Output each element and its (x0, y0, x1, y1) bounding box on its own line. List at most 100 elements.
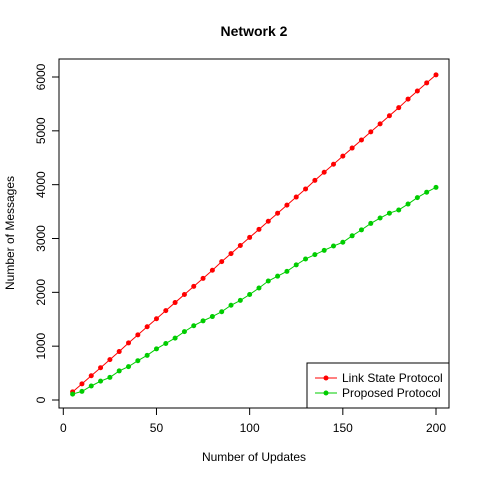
proposed-data-point (135, 358, 141, 364)
link-state-data-point (126, 340, 132, 346)
link-state-data-point (79, 381, 85, 387)
link-state-data-point (88, 373, 94, 379)
legend-box (306, 362, 450, 409)
link-state-data-point (107, 357, 113, 363)
y-tick-label: 0 (34, 396, 48, 403)
link-state-data-point (153, 316, 159, 322)
x-axis-title: Number of Updates (202, 450, 306, 464)
proposed-data-point (209, 314, 215, 320)
proposed-data-point (163, 340, 169, 346)
y-axis: 0 1000 2000 3000 4000 5000 6000 (34, 63, 59, 403)
proposed-data-point (88, 383, 94, 389)
legend-swatch-point-proposed (323, 390, 329, 396)
link-state-data-point (247, 234, 253, 240)
legend-label-link-state: Link State Protocol (342, 371, 443, 385)
link-state-data-point (181, 291, 187, 297)
link-state-data-point (237, 242, 243, 248)
link-state-data-point (377, 121, 383, 127)
proposed-data-point (405, 201, 411, 207)
proposed-data-point (349, 233, 355, 239)
y-tick-label: 5000 (34, 117, 48, 144)
x-tick-label: 0 (60, 421, 67, 435)
proposed-data-point (368, 220, 374, 226)
proposed-data-point (284, 268, 290, 274)
proposed-data-point (247, 291, 253, 297)
legend-label-proposed: Proposed Protocol (342, 386, 441, 400)
y-tick-label: 4000 (34, 171, 48, 198)
proposed-data-point (116, 368, 122, 374)
x-tick-label: 50 (150, 421, 164, 435)
proposed-data-point (433, 184, 439, 190)
x-axis: 0 50 100 150 200 (60, 408, 446, 435)
proposed-data-point (200, 318, 206, 324)
x-tick-label: 100 (240, 421, 260, 435)
proposed-data-point (303, 256, 309, 262)
proposed-data-point (126, 364, 132, 370)
link-state-data-point (219, 259, 225, 265)
link-state-data-point (265, 218, 271, 224)
proposed-data-point (191, 323, 197, 329)
link-state-data-point (312, 177, 318, 183)
plot-border (58, 58, 450, 409)
link-state-data-point (396, 105, 402, 111)
proposed-data-point (312, 252, 318, 258)
link-state-data-point (98, 365, 104, 371)
proposed-data-point (293, 262, 299, 268)
link-state-data-point (209, 267, 215, 273)
proposed-data-point (228, 302, 234, 308)
proposed-data-point (386, 210, 392, 216)
proposed-data-point (331, 243, 337, 249)
link-state-data-point (331, 161, 337, 167)
y-tick-label: 6000 (34, 63, 48, 90)
link-state-data-point (424, 80, 430, 86)
link-state-data-point (340, 153, 346, 159)
proposed-data-point (265, 278, 271, 284)
link-state-data-point (116, 349, 122, 355)
proposed-data-point (153, 346, 159, 352)
proposed-data-point (172, 335, 178, 341)
y-axis-title: Number of Messages (3, 176, 17, 290)
link-state-data-point (144, 324, 150, 330)
link-state-data-point (228, 251, 234, 257)
link-state-data-point (405, 96, 411, 102)
proposed-data-point (144, 352, 150, 358)
link-state-data-point (163, 308, 169, 314)
link-state-data-point (433, 72, 439, 78)
link-state-data-point (349, 145, 355, 151)
link-state-data-point (191, 283, 197, 289)
proposed-data-point (377, 215, 383, 221)
proposed-data-point (107, 374, 113, 380)
link-state-data-point (293, 194, 299, 200)
proposed-data-point (414, 195, 420, 201)
proposed-data-point (79, 388, 85, 394)
link-state-data-point (414, 88, 420, 94)
chart-title: Network 2 (221, 23, 288, 39)
proposed-data-point (321, 247, 327, 253)
link-state-data-point (386, 113, 392, 119)
plot-box (58, 58, 450, 409)
link-state-data-point (303, 186, 309, 192)
proposed-data-point (256, 285, 262, 291)
link-state-series-line (72, 74, 437, 393)
proposed-series-line (72, 186, 437, 395)
link-state-data-point (256, 226, 262, 232)
proposed-data-point (237, 297, 243, 303)
y-tick-label: 2000 (34, 279, 48, 306)
y-tick-label: 1000 (34, 332, 48, 359)
proposed-data-point (98, 378, 104, 384)
proposed-data-point (70, 391, 76, 397)
proposed-data-point (181, 329, 187, 335)
legend-swatch-point-link-state (323, 375, 329, 381)
link-state-data-point (358, 137, 364, 143)
proposed-data-point (424, 189, 430, 195)
proposed-data-point (358, 227, 364, 233)
proposed-data-point (340, 239, 346, 245)
proposed-data-point (396, 207, 402, 213)
link-state-data-point (321, 169, 327, 175)
link-state-data-point (200, 275, 206, 281)
x-tick-label: 200 (426, 421, 446, 435)
proposed-data-point (219, 309, 225, 315)
link-state-data-point (172, 300, 178, 306)
